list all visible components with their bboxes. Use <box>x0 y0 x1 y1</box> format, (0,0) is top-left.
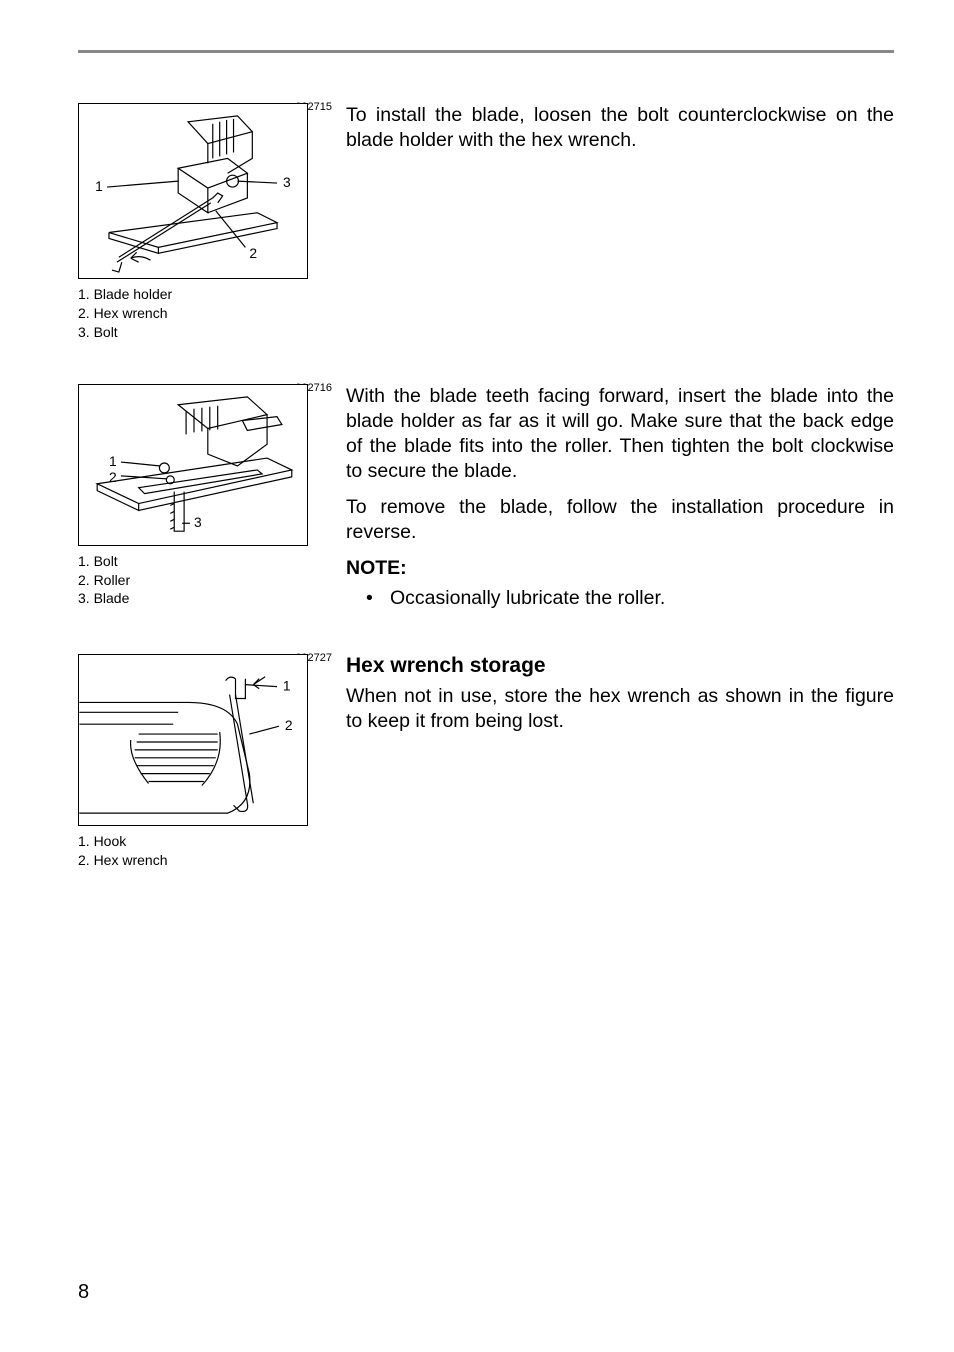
text-col-1: To install the blade, loosen the bolt co… <box>328 103 894 165</box>
paragraph: When not in use, store the hex wrench as… <box>346 684 894 734</box>
callout-1-1: 1 <box>95 178 103 194</box>
callout-3-2: 2 <box>285 717 293 733</box>
legend-item: 2. Roller <box>78 571 328 590</box>
paragraph: To install the blade, loosen the bolt co… <box>346 103 894 153</box>
figure-svg-2: 1 2 3 <box>79 385 307 545</box>
bullet-text: Occasionally lubricate the roller. <box>390 586 665 611</box>
paragraph: To remove the blade, follow the installa… <box>346 495 894 545</box>
figure-legend-1: 1. Blade holder 2. Hex wrench 3. Bolt <box>78 285 328 342</box>
note-label: NOTE: <box>346 557 894 580</box>
figure-frame-1: 1 2 3 <box>78 103 308 279</box>
legend-item: 3. Blade <box>78 589 328 608</box>
callout-2-1: 1 <box>109 453 117 469</box>
figure-frame-2: 1 2 3 <box>78 384 308 546</box>
legend-item: 1. Blade holder <box>78 285 328 304</box>
figure-svg-1: 1 2 3 <box>79 104 307 278</box>
paragraph: With the blade teeth facing forward, ins… <box>346 384 894 484</box>
section-wrench-storage: 002727 <box>78 654 894 870</box>
callout-2-2: 2 <box>109 468 117 484</box>
callout-3-1: 1 <box>283 677 291 693</box>
figure-col-2: 002716 <box>78 384 328 609</box>
figure-legend-3: 1. Hook 2. Hex wrench <box>78 832 328 870</box>
bullet-icon: • <box>366 586 390 611</box>
section-blade-secure: 002716 <box>78 384 894 612</box>
page-number: 8 <box>78 1281 89 1304</box>
legend-item: 1. Hook <box>78 832 328 851</box>
figure-col-1: 002715 <box>78 103 328 342</box>
top-rule <box>78 50 894 53</box>
figure-legend-2: 1. Bolt 2. Roller 3. Blade <box>78 552 328 609</box>
section-heading: Hex wrench storage <box>346 654 894 678</box>
legend-item: 1. Bolt <box>78 552 328 571</box>
note-bullet: • Occasionally lubricate the roller. <box>346 586 894 611</box>
callout-2-3: 3 <box>194 514 202 530</box>
callout-1-3: 3 <box>283 174 291 190</box>
figure-svg-3: 1 2 <box>79 655 307 825</box>
legend-item: 3. Bolt <box>78 323 328 342</box>
text-col-3: Hex wrench storage When not in use, stor… <box>328 654 894 746</box>
callout-1-2: 2 <box>249 245 257 261</box>
legend-item: 2. Hex wrench <box>78 304 328 323</box>
figure-frame-3: 1 2 <box>78 654 308 826</box>
legend-item: 2. Hex wrench <box>78 851 328 870</box>
section-blade-install: 002715 <box>78 103 894 342</box>
figure-col-3: 002727 <box>78 654 328 870</box>
text-col-2: With the blade teeth facing forward, ins… <box>328 384 894 612</box>
